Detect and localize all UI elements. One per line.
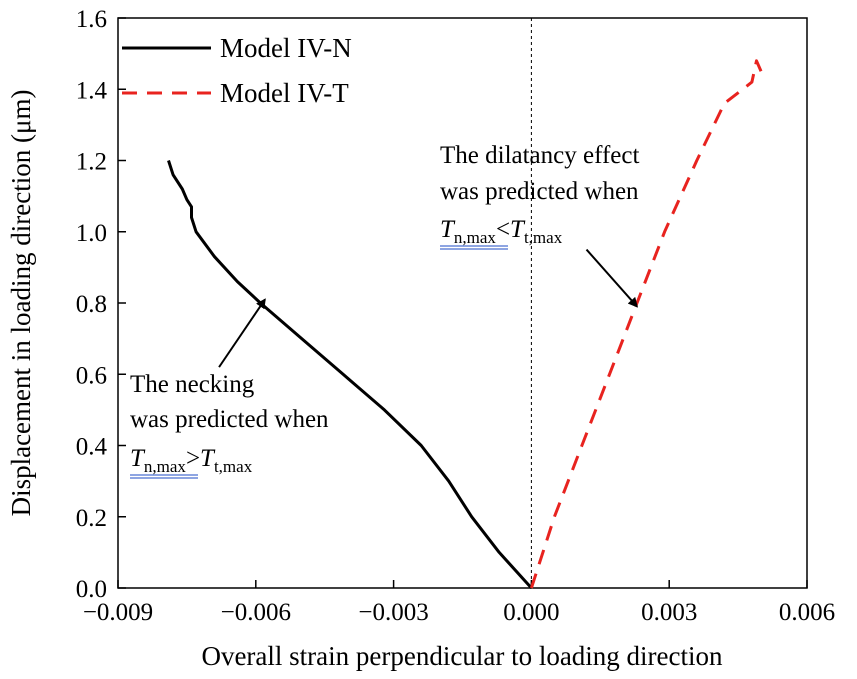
series-group [167,59,763,590]
series-line-model-iv-n [167,160,533,590]
legend-label-model-iv-n: Model IV-N [220,33,352,63]
series-line-model-iv-t [529,59,763,589]
annotation-dilatancy-condition: Tn,max<Tt,max [440,216,563,247]
annotation-necking-rhs-symbol: T [200,445,216,472]
y-axis-title: Displacement in loading direction (μm) [6,90,36,517]
legend: Model IV-N Model IV-T [122,33,352,108]
y-tick-label: 0.2 [76,505,107,532]
annotation-dilatancy-lhs-symbol: T [440,216,456,243]
annotation-dilatancy-arrow [585,248,639,308]
y-tick-label: 0.4 [76,434,108,461]
annotation-dilatancy-lhs-sub: n,max [454,228,497,247]
x-axis-ticks: −0.009 −0.006 −0.003 0.000 0.003 0.006 [83,580,835,626]
y-tick-label: 0.6 [76,362,107,389]
annotation-necking: The necking was predicted when Tn,max>Tt… [130,298,329,479]
x-axis-title: Overall strain perpendicular to loading … [201,641,723,671]
x-tick-label: −0.009 [83,599,153,626]
y-tick-label: 1.6 [76,6,107,33]
y-tick-label: 1.0 [76,220,107,247]
annotation-necking-condition: Tn,max>Tt,max [130,445,253,476]
annotation-necking-arrow [218,298,266,368]
annotation-dilatancy: The dilatancy effect was predicted when … [440,142,639,308]
x-tick-label: −0.003 [358,599,428,626]
y-tick-label: 0.0 [76,576,107,603]
annotation-necking-lhs-sub: n,max [144,457,187,476]
y-tick-label: 1.4 [76,77,108,104]
y-axis-ticks: 0.0 0.2 0.4 0.6 0.8 1.0 1.2 1.4 1.6 [76,6,126,603]
annotation-necking-rhs-sub: t,max [214,457,253,476]
y-tick-label: 0.8 [76,291,107,318]
x-tick-label: 0.006 [779,599,835,626]
annotation-dilatancy-rhs-sub: t,max [524,228,563,247]
x-tick-label: −0.006 [221,599,291,626]
annotation-dilatancy-operator: < [496,216,510,243]
annotation-dilatancy-line1: The dilatancy effect [440,142,639,169]
annotation-necking-line2: was predicted when [130,406,329,433]
x-tick-label: 0.000 [503,599,559,626]
annotation-necking-operator: > [186,445,200,472]
y-tick-label: 1.2 [76,149,107,176]
annotation-dilatancy-line2: was predicted when [440,178,639,205]
x-tick-label: 0.003 [641,599,697,626]
annotation-necking-line1: The necking [130,371,255,398]
annotation-necking-lhs-symbol: T [130,445,146,472]
legend-label-model-iv-t: Model IV-T [220,78,349,108]
annotation-dilatancy-rhs-symbol: T [510,216,526,243]
